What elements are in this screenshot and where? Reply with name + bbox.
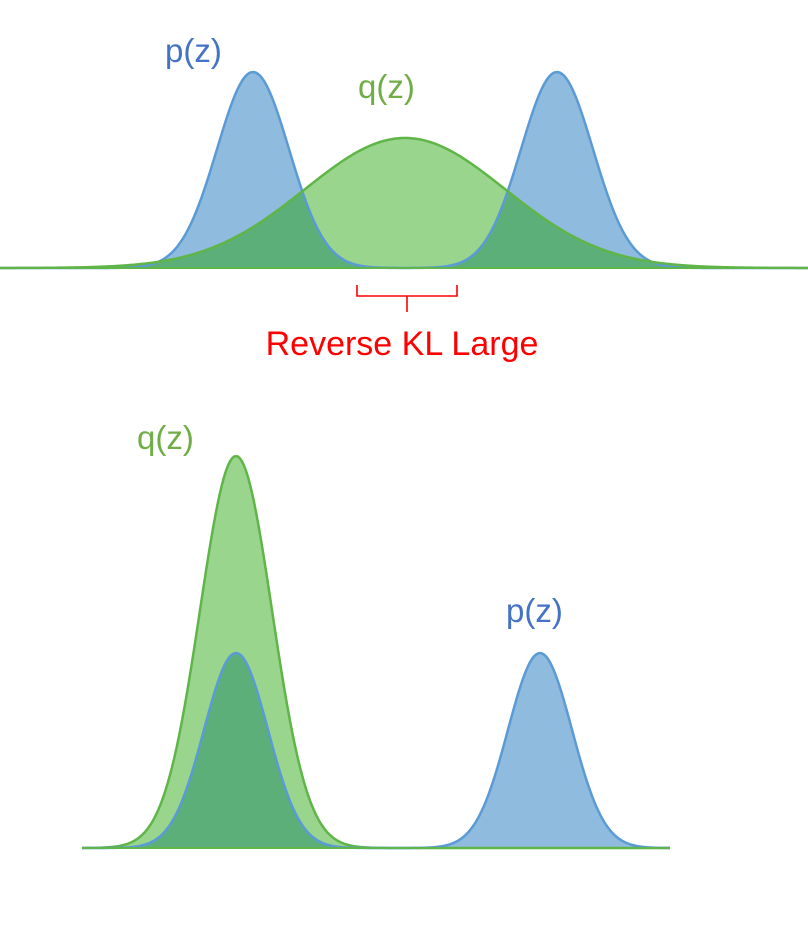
top-p-label: p(z) — [165, 32, 222, 69]
top-q-label: q(z) — [358, 68, 415, 105]
bottom-panel: q(z) p(z) — [81, 419, 671, 850]
bottom-q-label: q(z) — [137, 419, 194, 456]
top-q-distribution — [0, 138, 808, 268]
gap-brace — [356, 285, 458, 312]
reverse-kl-annotation: Reverse KL Large — [266, 325, 539, 363]
bottom-overlap-region — [82, 653, 670, 848]
top-panel: p(z) q(z) Reverse KL Large — [0, 32, 808, 363]
top-p-distribution — [0, 72, 808, 268]
bottom-p-label: p(z) — [506, 592, 563, 629]
top-q-curve — [0, 136, 808, 270]
